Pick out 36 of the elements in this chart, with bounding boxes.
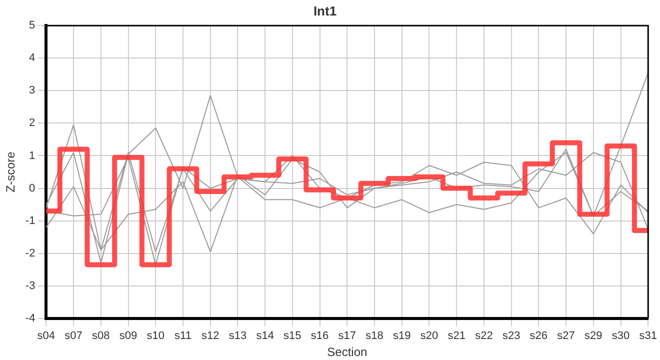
x-tick-label: s22 [475, 330, 493, 342]
x-tick-label: s08 [92, 330, 110, 342]
y-axis-title: Z-score [4, 151, 18, 192]
x-tick-label: s18 [366, 330, 384, 342]
y-tick-label: -4 [25, 312, 36, 324]
x-tick-label: s23 [502, 330, 520, 342]
x-tick-label: s29 [584, 330, 602, 342]
y-tick-label: 1 [29, 150, 36, 162]
x-tick-label: s10 [146, 330, 164, 342]
x-tick-label: s30 [612, 330, 630, 342]
x-tick-label: s14 [256, 330, 274, 342]
y-tick-label: -1 [25, 214, 36, 227]
x-tick-label: s12 [201, 330, 220, 342]
x-tick-label: s07 [64, 330, 82, 342]
x-tick-label: s17 [338, 330, 356, 342]
x-tick-label: s16 [310, 330, 329, 342]
x-tick-label: s13 [228, 330, 247, 342]
x-tick-label: s20 [420, 330, 438, 342]
x-axis-title: Section [327, 345, 368, 360]
y-tick-label: 2 [29, 117, 36, 130]
x-tick-label: s11 [174, 330, 192, 342]
y-tick-label: -3 [25, 280, 36, 292]
x-tick-label: s09 [119, 330, 138, 342]
y-tick-label: 3 [29, 84, 36, 97]
chart-title: Int1 [313, 3, 337, 18]
y-tick-label: -2 [25, 247, 36, 260]
y-tick-label: 4 [29, 52, 36, 64]
y-tick-label: 5 [29, 20, 36, 32]
x-tick-label: s21 [448, 330, 466, 342]
x-tick-label: s04 [37, 330, 56, 342]
x-tick-label: s31 [639, 330, 658, 342]
x-tick-label: s15 [284, 330, 302, 342]
x-tick-label: s27 [557, 330, 575, 342]
x-tick-label: s19 [393, 330, 411, 342]
y-tick-label: 0 [29, 182, 36, 194]
x-tick-label: s26 [530, 330, 548, 342]
